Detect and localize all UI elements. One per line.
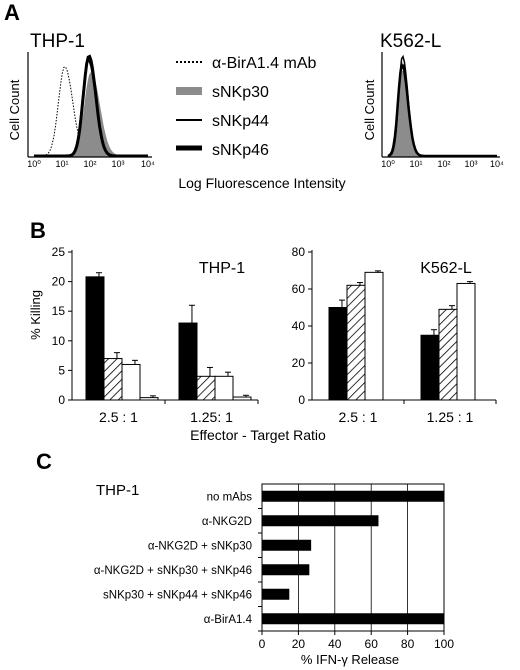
ifn-release-title: THP-1 <box>96 482 139 499</box>
ifn-release-bar-4 <box>262 588 290 600</box>
ifn-release-bar-0 <box>262 490 444 502</box>
histogram-legend: α-BirA1.4 mAb sNKp30 sNKp44 sNKp46 <box>176 55 316 159</box>
k562l-killing-ytick-label-2: 40 <box>292 319 306 333</box>
ifn-release-xtick-label-0: 0 <box>259 637 266 651</box>
k562l-histogram-title: K562-L <box>380 31 441 52</box>
ifn-release-xtick-label-3: 60 <box>365 637 379 651</box>
legend-label-snkp44: sNKp44 <box>212 113 269 130</box>
thp1-histogram-title: THP-1 <box>30 31 85 52</box>
k562l-killing-ytick-label-4: 80 <box>292 245 306 259</box>
thp1-killing-bar-0-3 <box>139 397 159 401</box>
thp1-histogram-tick-4: 10⁴ <box>141 159 155 169</box>
thp1-killing-bar-0-0 <box>85 276 105 401</box>
ifn-release-bar-1 <box>262 515 379 527</box>
k562l-histogram-tick-2: 10² <box>437 159 450 169</box>
k562l-histogram-ylabel: Cell Count <box>362 79 377 140</box>
k562l-histogram-tick-1: 10¹ <box>409 159 422 169</box>
k562l-histogram-tick-0: 10⁰ <box>381 159 395 169</box>
k562l-killing-bar-0-2 <box>364 271 384 401</box>
k562l-histogram-series-1 <box>387 70 497 157</box>
panel-label-a: A <box>4 0 20 25</box>
k562l-killing-bar-1-2 <box>456 282 476 401</box>
killing-xlabel: Effector - Target Ratio <box>190 427 326 443</box>
k562l-killing-ytick-label-1: 20 <box>292 356 306 370</box>
histogram-xlabel: Log Fluorescence Intensity <box>178 175 345 191</box>
k562l-histogram-tick-4: 10⁴ <box>490 159 504 169</box>
k562l-histogram-tick-3: 10³ <box>464 159 477 169</box>
thp1-histogram-ylabel: Cell Count <box>7 79 22 140</box>
thp1-killing-ytick-label-5: 25 <box>52 245 66 259</box>
thp1-histogram-series-3 <box>34 54 148 158</box>
thp1-killing-ylabel: % Killing <box>28 290 43 340</box>
thp1-killing-marks: 0 5 10 15 20 25 2.5 : 1 1.25: 1 <box>52 245 259 425</box>
k562l-killing-marks: 0 20 40 60 80 2.5 : 1 1.25 : 1 <box>292 245 497 425</box>
thp1-histogram-series-1 <box>34 72 148 157</box>
ifn-release-xtick-label-4: 80 <box>401 637 415 651</box>
thp1-killing-category-label-0: 2.5 : 1 <box>99 409 138 425</box>
thp1-killing-bar-0-2 <box>121 363 141 401</box>
thp1-killing-ytick-label-4: 20 <box>52 275 66 289</box>
k562l-killing-ytick-label-0: 0 <box>298 393 305 407</box>
k562l-histogram-area <box>387 54 497 158</box>
ifn-release-chart: 0 20 40 60 80 100 no mAbs α-NKG2D α-NKG2D + sNKp… <box>94 483 454 651</box>
k562l-killing-category-label-1: 1.25 : 1 <box>427 409 474 425</box>
thp1-killing-ytick-label-3: 15 <box>52 304 66 318</box>
thp1-killing-bar-1-0 <box>178 322 198 401</box>
ifn-release-xtick-label-1: 20 <box>292 637 306 651</box>
ifn-release-xtick-label-2: 40 <box>328 637 342 651</box>
thp1-histogram-tick-1: 10¹ <box>55 159 68 169</box>
ifn-release-category-label-3: α-NKG2D + sNKp30 + sNKp46 <box>94 565 252 577</box>
thp1-killing-bar-1-1 <box>196 375 216 401</box>
thp1-killing-ytick-label-0: 0 <box>58 393 65 407</box>
ifn-release-category-label-2: α-NKG2D + sNKp30 <box>148 540 252 552</box>
ifn-release-category-label-5: α-BirA1.4 <box>204 614 253 626</box>
panel-label-b: B <box>30 218 46 243</box>
ifn-release-xtick-label-5: 100 <box>434 637 454 651</box>
thp1-histogram: THP-1 Cell Count 10⁰ 10¹ 10² 10³ 10⁴ <box>7 31 155 169</box>
thp1-histogram-tick-2: 10² <box>83 159 96 169</box>
thp1-histogram-tick-0: 10⁰ <box>27 159 41 169</box>
thp1-histogram-area <box>34 54 148 158</box>
k562l-killing-chart: K562-L 0 20 40 60 80 2.5 : 1 1.25 : 1 <box>292 245 497 425</box>
k562l-killing-bar-0-1 <box>346 284 366 401</box>
k562l-killing-bar-1-0 <box>420 334 440 401</box>
ifn-release-category-label-4: sNKp30 + sNKp44 + sNKp46 <box>103 589 252 601</box>
ifn-release-bar-3 <box>262 564 310 576</box>
thp1-killing-ytick-label-2: 10 <box>52 334 66 348</box>
thp1-killing-bar-1-3 <box>232 396 252 401</box>
legend-label-snkp30: sNKp30 <box>212 84 269 101</box>
thp1-killing-bar-0-1 <box>103 358 123 401</box>
ifn-release-plot-frame <box>261 483 445 632</box>
k562l-killing-category-label-0: 2.5 : 1 <box>339 409 378 425</box>
ifn-release-bar-2 <box>262 539 312 551</box>
ifn-release-category-label-0: no mAbs <box>207 491 253 503</box>
thp1-killing-chart: % Killing THP-1 0 5 10 15 20 25 2.5 : 1 1.25: 1 <box>28 245 259 425</box>
thp1-killing-bar-1-2 <box>214 375 234 401</box>
k562l-killing-bar-1-1 <box>438 308 458 401</box>
legend-swatch-snkp30 <box>176 87 202 95</box>
panel-label-c: C <box>36 449 52 474</box>
legend-label-birA: α-BirA1.4 mAb <box>212 55 316 72</box>
ifn-release-category-label-1: α-NKG2D <box>202 516 252 528</box>
thp1-killing-ytick-label-1: 5 <box>58 363 65 377</box>
legend-label-snkp46: sNKp46 <box>212 142 269 159</box>
ifn-release-bar-5 <box>262 613 444 625</box>
k562l-killing-title: K562-L <box>420 260 472 277</box>
k562l-histogram: K562-L Cell Count 10⁰ 10¹ 10² 10³ 10⁴ <box>362 31 504 169</box>
k562l-killing-ytick-label-3: 60 <box>292 282 306 296</box>
thp1-killing-category-label-1: 1.25: 1 <box>190 409 233 425</box>
k562l-killing-bar-0-0 <box>328 307 348 401</box>
thp1-histogram-tick-3: 10³ <box>111 159 124 169</box>
thp1-killing-title: THP-1 <box>199 260 245 277</box>
k562l-histogram-series-3 <box>387 63 497 158</box>
ifn-release-xlabel: % IFN-γ Release <box>301 652 399 667</box>
